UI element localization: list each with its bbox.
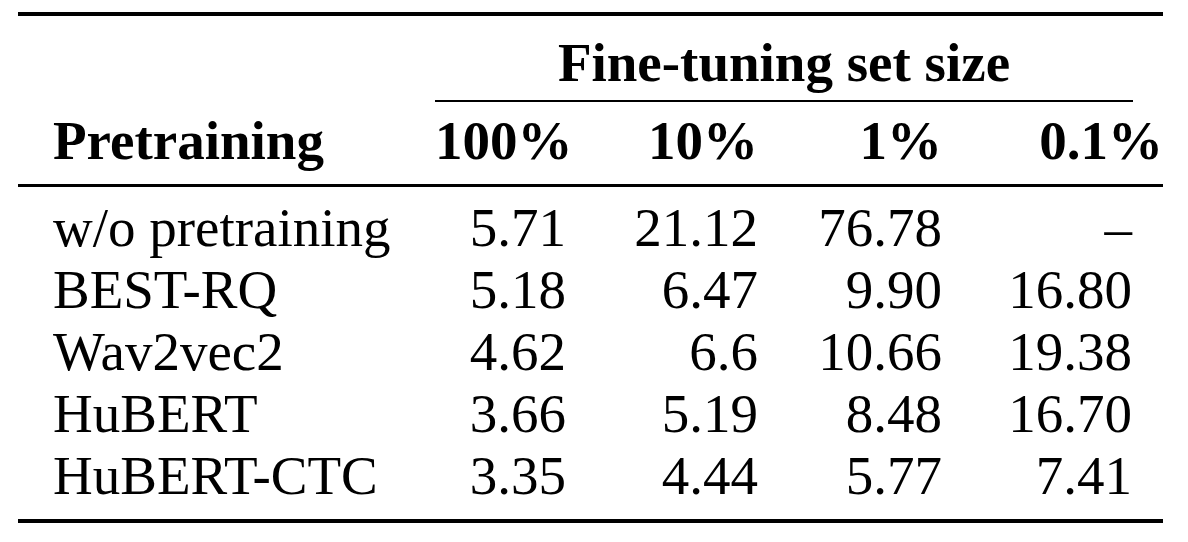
table-cell: 16.80 bbox=[942, 259, 1163, 321]
table-cell: – bbox=[942, 186, 1163, 260]
group-header-cell: Fine-tuning set size bbox=[435, 14, 1163, 102]
table-row-best-rq: BEST-RQ 5.18 6.47 9.90 16.80 bbox=[18, 259, 1163, 321]
table-cell: 6.6 bbox=[566, 321, 758, 383]
table-cell: 5.18 bbox=[435, 259, 566, 321]
table-cell: 7.41 bbox=[942, 445, 1163, 521]
table-cell: 3.35 bbox=[435, 445, 566, 521]
row-label: BEST-RQ bbox=[18, 259, 435, 321]
row-label: Wav2vec2 bbox=[18, 321, 435, 383]
table-cell: 76.78 bbox=[758, 186, 942, 260]
results-table: Fine-tuning set size Pretraining 100% 10… bbox=[18, 12, 1163, 523]
column-header-pretraining: Pretraining bbox=[18, 102, 435, 186]
table-cell: 3.66 bbox=[435, 383, 566, 445]
column-header-100pct: 100% bbox=[435, 102, 566, 186]
table-cell: 5.77 bbox=[758, 445, 942, 521]
table-cell: 4.44 bbox=[566, 445, 758, 521]
table-cell: 16.70 bbox=[942, 383, 1163, 445]
table-row-wav2vec2: Wav2vec2 4.62 6.6 10.66 19.38 bbox=[18, 321, 1163, 383]
table-cell: 5.71 bbox=[435, 186, 566, 260]
table-cell: 21.12 bbox=[566, 186, 758, 260]
column-header-10pct: 10% bbox=[566, 102, 758, 186]
table-cell: 4.62 bbox=[435, 321, 566, 383]
column-header-0_1pct: 0.1% bbox=[942, 102, 1163, 186]
row-label: HuBERT bbox=[18, 383, 435, 445]
table-row-hubert-ctc: HuBERT-CTC 3.35 4.44 5.77 7.41 bbox=[18, 445, 1163, 521]
table-cell: 19.38 bbox=[942, 321, 1163, 383]
column-header-1pct: 1% bbox=[758, 102, 942, 186]
column-header-row: Pretraining 100% 10% 1% 0.1% bbox=[18, 102, 1163, 186]
table-cell: 6.47 bbox=[566, 259, 758, 321]
group-header-spacer bbox=[18, 14, 435, 102]
table-row-wo-pretraining: w/o pretraining 5.71 21.12 76.78 – bbox=[18, 186, 1163, 260]
group-header-row: Fine-tuning set size bbox=[18, 14, 1163, 102]
row-label: HuBERT-CTC bbox=[18, 445, 435, 521]
table-row-hubert: HuBERT 3.66 5.19 8.48 16.70 bbox=[18, 383, 1163, 445]
row-label: w/o pretraining bbox=[18, 186, 435, 260]
table-cell: 10.66 bbox=[758, 321, 942, 383]
group-header-fine-tuning-set-size: Fine-tuning set size bbox=[435, 16, 1133, 102]
table-cell: 8.48 bbox=[758, 383, 942, 445]
table-cell: 9.90 bbox=[758, 259, 942, 321]
table-cell: 5.19 bbox=[566, 383, 758, 445]
